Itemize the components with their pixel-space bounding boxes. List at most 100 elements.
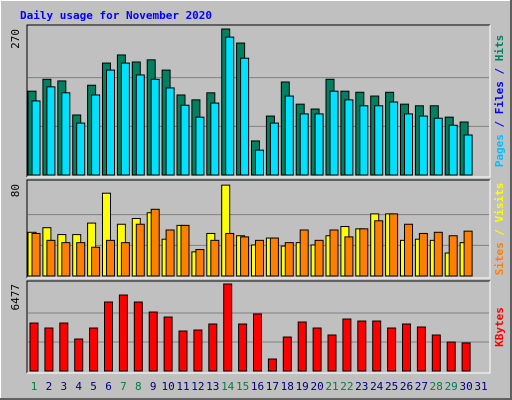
bar bbox=[329, 229, 339, 277]
bar bbox=[165, 229, 175, 277]
bar bbox=[163, 316, 173, 372]
x-tick-label: 2 bbox=[46, 380, 53, 393]
bar bbox=[299, 229, 309, 277]
x-tick-label: 7 bbox=[120, 380, 127, 393]
bar bbox=[195, 249, 205, 277]
side-label-part: / bbox=[493, 61, 506, 81]
bar bbox=[359, 105, 369, 176]
bar bbox=[240, 57, 250, 176]
panel-bevel-light bbox=[27, 281, 491, 374]
bar bbox=[44, 327, 54, 372]
bar bbox=[282, 336, 292, 372]
bar bbox=[61, 242, 71, 277]
x-tick-label: 19 bbox=[296, 380, 309, 393]
x-tick-label: 29 bbox=[445, 380, 458, 393]
bar bbox=[344, 236, 354, 277]
bar bbox=[225, 232, 235, 277]
side-label-part: Pages bbox=[493, 134, 506, 167]
bar bbox=[135, 223, 145, 277]
bar bbox=[448, 235, 458, 277]
bar bbox=[269, 237, 279, 277]
bar bbox=[374, 220, 384, 277]
side-label: Sites / Visits bbox=[493, 183, 506, 276]
bar bbox=[180, 224, 190, 277]
panel-bevel-light bbox=[27, 25, 491, 178]
bar bbox=[269, 122, 279, 176]
side-label: KBytes bbox=[493, 307, 506, 347]
y-tick-label: 6477 bbox=[9, 284, 22, 311]
x-tick-label: 21 bbox=[325, 380, 338, 393]
bar bbox=[210, 102, 220, 176]
bar bbox=[312, 327, 322, 372]
bar bbox=[433, 117, 443, 176]
side-label-part: Files bbox=[493, 81, 506, 114]
bar bbox=[31, 232, 41, 277]
bar bbox=[120, 62, 130, 176]
x-tick-label: 4 bbox=[75, 380, 82, 393]
bar bbox=[165, 87, 175, 176]
panel-bevel-dark bbox=[26, 179, 490, 278]
bar bbox=[284, 95, 294, 176]
bar bbox=[344, 99, 354, 176]
x-tick-label: 17 bbox=[266, 380, 279, 393]
bar bbox=[329, 90, 339, 176]
x-tick-label: 22 bbox=[340, 380, 353, 393]
bar bbox=[46, 86, 56, 176]
bar bbox=[463, 230, 473, 277]
x-tick-label: 10 bbox=[161, 380, 174, 393]
bar bbox=[418, 115, 428, 176]
panel-bevel-light bbox=[27, 180, 491, 279]
bar bbox=[208, 323, 218, 372]
bar bbox=[238, 323, 248, 372]
x-tick-label: 5 bbox=[90, 380, 97, 393]
bar bbox=[76, 122, 86, 176]
bar bbox=[267, 358, 277, 372]
x-tick-label: 27 bbox=[415, 380, 428, 393]
bar bbox=[389, 101, 399, 176]
bar bbox=[342, 318, 352, 372]
bar bbox=[46, 239, 56, 277]
x-tick-label: 13 bbox=[206, 380, 219, 393]
bar bbox=[404, 223, 413, 277]
side-label-part: Hits bbox=[493, 35, 506, 62]
bar bbox=[372, 320, 382, 372]
x-tick-label: 28 bbox=[430, 380, 443, 393]
x-tick-label: 16 bbox=[251, 380, 264, 393]
bar bbox=[297, 321, 307, 372]
x-tick-label: 23 bbox=[355, 380, 368, 393]
bar bbox=[76, 242, 86, 277]
x-tick-label: 20 bbox=[310, 380, 323, 393]
bar bbox=[89, 327, 99, 372]
bar bbox=[195, 116, 205, 176]
bar bbox=[225, 36, 235, 176]
bar bbox=[91, 246, 101, 277]
side-label: Pages / Files / Hits bbox=[493, 35, 506, 168]
bar bbox=[387, 327, 397, 372]
bar bbox=[463, 134, 473, 176]
bar bbox=[240, 236, 250, 277]
bar bbox=[133, 301, 143, 372]
bar bbox=[284, 242, 294, 277]
side-label-part: / bbox=[493, 114, 506, 134]
bar bbox=[374, 105, 384, 176]
bar bbox=[314, 239, 324, 277]
bar bbox=[178, 330, 188, 372]
bar bbox=[106, 69, 115, 176]
side-label-part: KBytes bbox=[493, 307, 506, 347]
bar bbox=[314, 113, 324, 176]
bar bbox=[150, 78, 160, 176]
bar bbox=[120, 242, 130, 277]
bar bbox=[61, 92, 71, 176]
x-tick-label: 25 bbox=[385, 380, 398, 393]
bar bbox=[180, 104, 190, 176]
bar bbox=[104, 301, 113, 372]
bar bbox=[223, 283, 233, 372]
bar bbox=[448, 124, 458, 176]
x-tick-label: 3 bbox=[60, 380, 67, 393]
bar bbox=[433, 231, 443, 277]
bar bbox=[359, 228, 369, 277]
bar bbox=[74, 338, 84, 372]
x-tick-label: 8 bbox=[135, 380, 142, 393]
